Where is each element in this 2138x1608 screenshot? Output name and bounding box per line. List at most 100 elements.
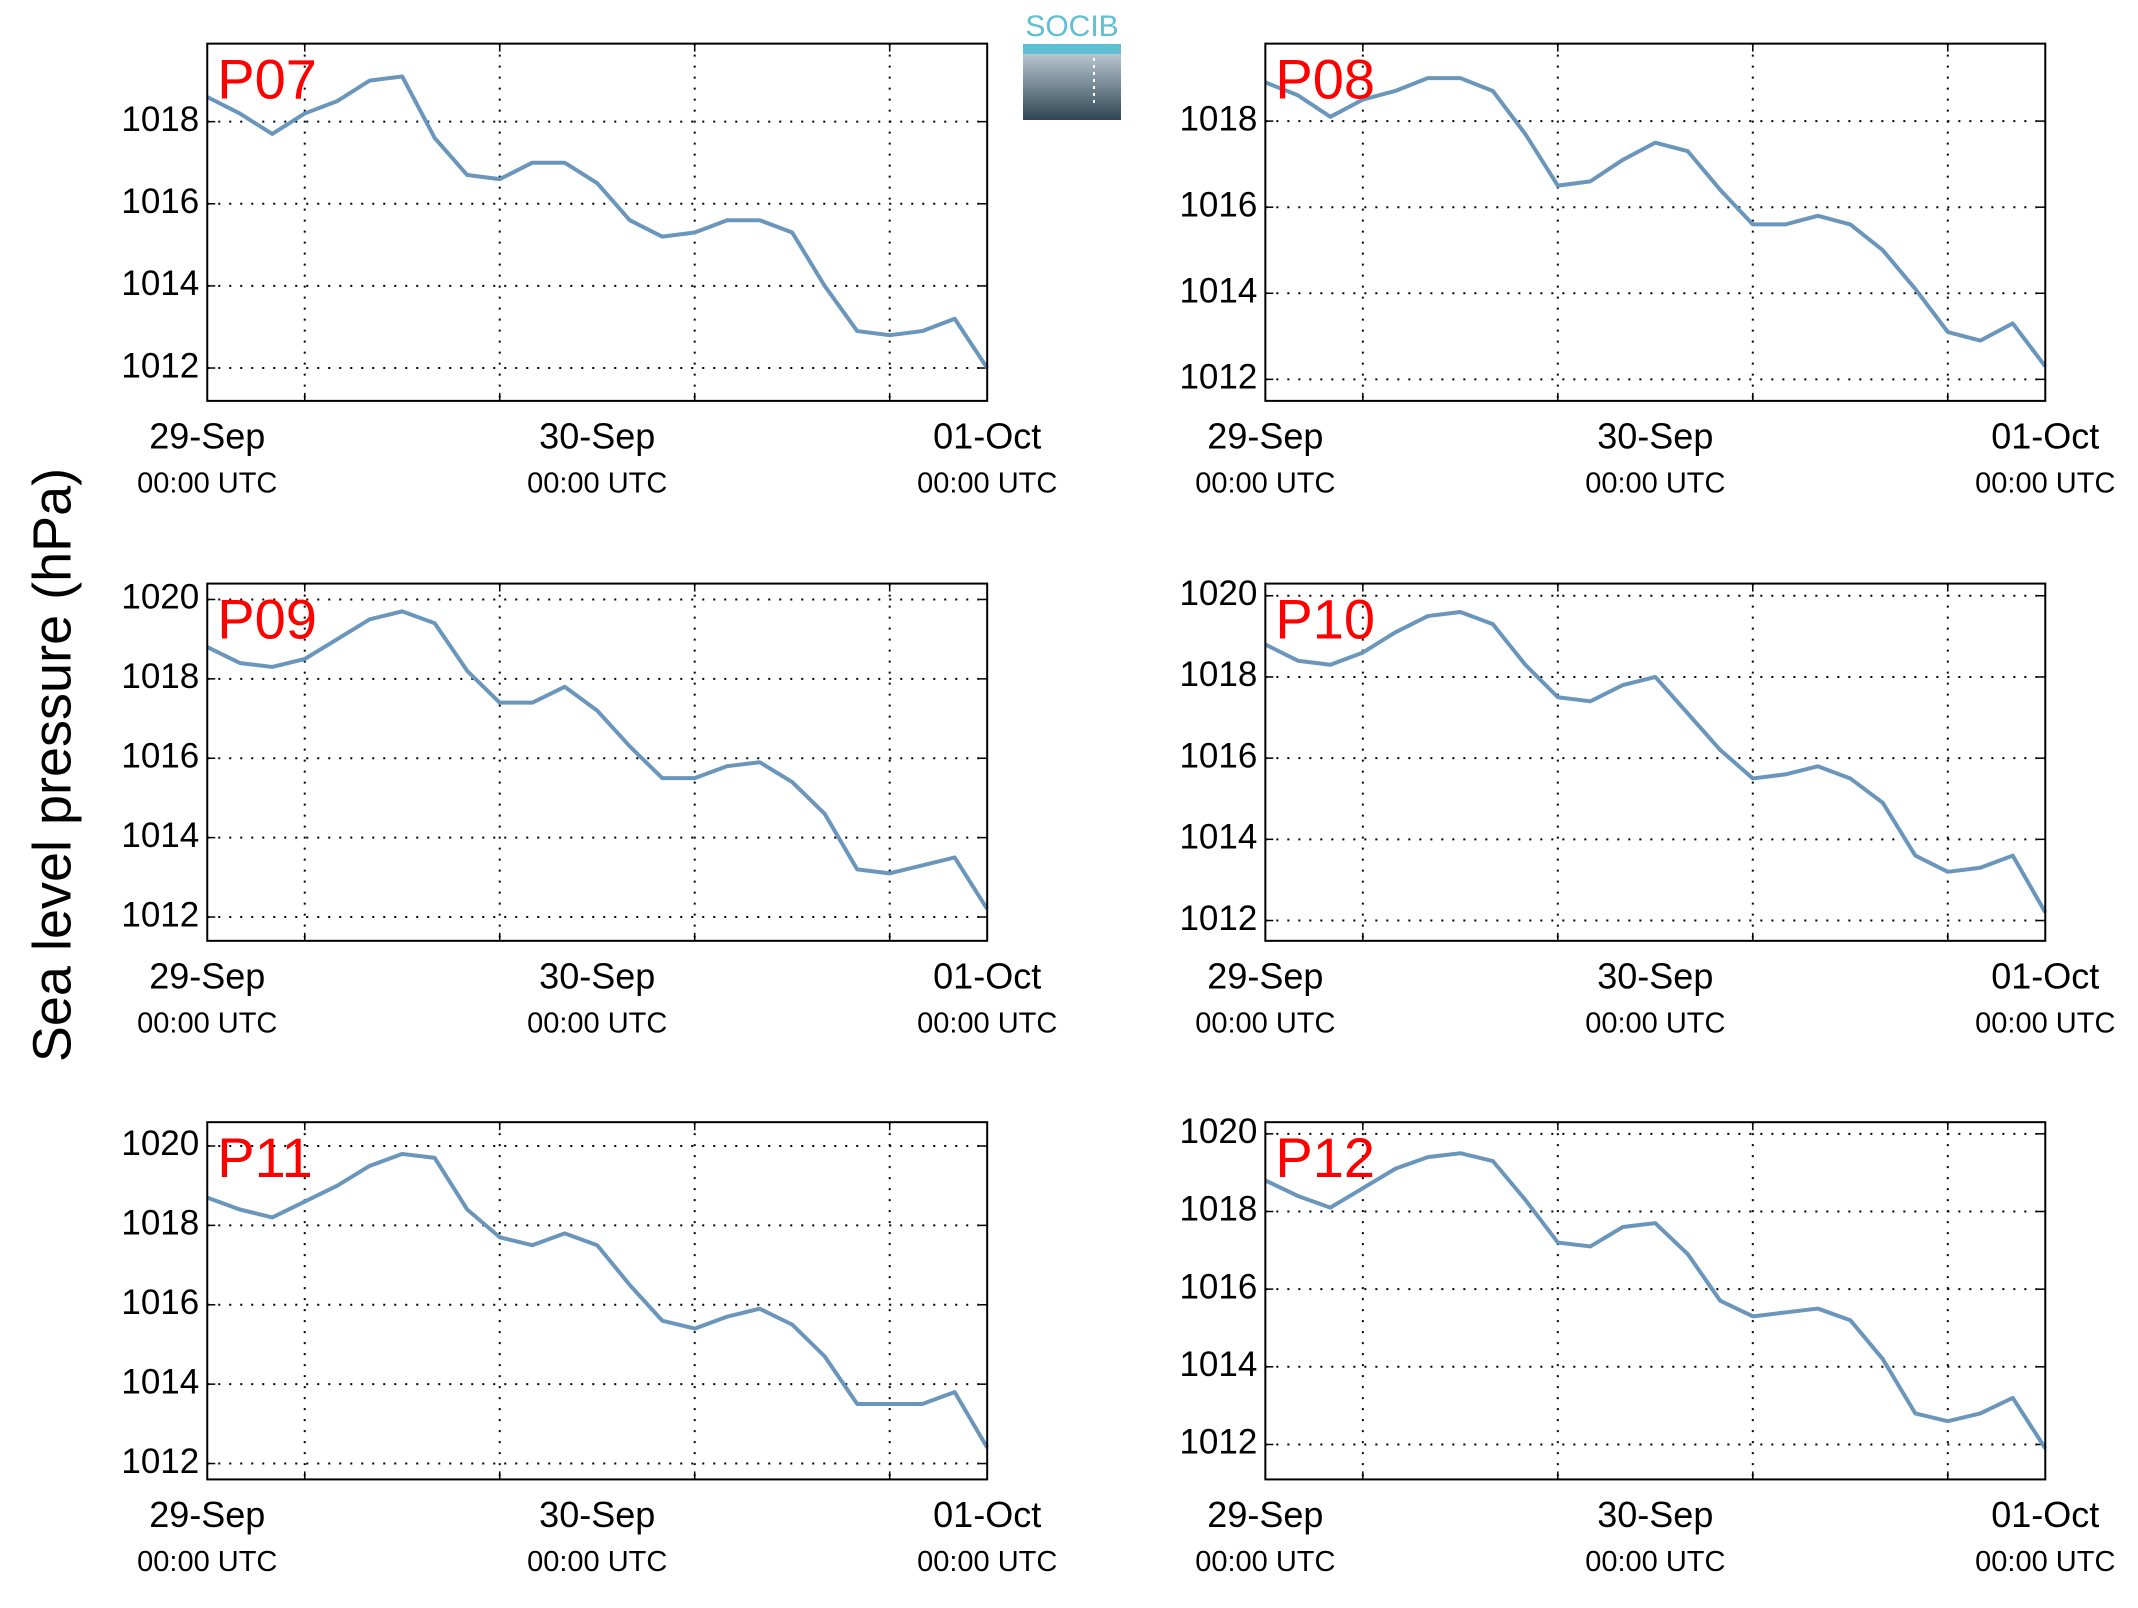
logo-text: SOCIB [1025,10,1118,43]
plot-frame [206,42,989,402]
y-tick-label: 1018 [1179,99,1257,138]
data-line [1264,76,2047,368]
y-tick-label: 1014 [121,816,199,855]
y-tick-label: 1020 [1179,574,1257,613]
x-tick-label: 29-Sep [149,955,265,996]
subplot: 1012 1014 1016 1018 29-Sep 00:00 UTC 30-Sep 00:… [1179,42,2115,500]
y-tick-label: 1012 [121,1442,199,1481]
logo: SOCIB [1023,10,1121,120]
panel-title: P08 [1275,47,1375,110]
x-tick-label: 30-Sep [1597,955,1713,996]
y-tick-label: 1016 [1179,736,1257,775]
data-line [1264,610,2048,914]
y-tick-label: 1020 [1179,1112,1257,1151]
subplot: 1012 1014 1016 1018 29-Sep 00:00 UTC 30-Sep 00:… [121,42,1057,500]
x-tick-label: 01-Oct [933,415,1041,456]
x-tick-sublabel: 00:00 UTC [917,1007,1057,1039]
y-tick-label: 1018 [121,657,199,696]
x-tick-sublabel: 00:00 UTC [1975,1546,2115,1578]
subplot: 1012 1014 1016 1018 1020 29-Sep 00:00 UTC 30-Se… [1179,574,2115,1039]
y-tick-label: 1014 [121,264,199,303]
x-tick-sublabel: 00:00 UTC [1195,1007,1335,1039]
y-tick-label: 1018 [1179,655,1257,694]
plot-area [207,583,988,941]
x-tick-sublabel: 00:00 UTC [137,468,277,500]
panel-title: P07 [217,47,317,110]
plot-area [207,1122,988,1480]
plot-frame [206,1121,989,1481]
logo-band [1023,44,1121,54]
subplot: 1012 1014 1016 1018 1020 29-Sep 00:00 UTC 30-Se… [1179,1112,2115,1578]
x-tick-sublabel: 00:00 UTC [1195,468,1335,500]
x-tick-sublabel: 00:00 UTC [917,468,1057,500]
data-line [206,609,989,911]
data-line [1264,1151,2047,1450]
panel-title: P09 [217,587,317,650]
y-tick-label: 1016 [1179,1267,1257,1306]
y-tick-label: 1018 [121,100,199,139]
plot-frame [1264,42,2047,402]
panel-title: P12 [1275,1126,1375,1189]
x-tick-label: 29-Sep [1207,1494,1323,1535]
y-tick-label: 1012 [121,895,199,934]
x-tick-sublabel: 00:00 UTC [137,1546,277,1578]
x-tick-label: 30-Sep [539,415,655,456]
x-tick-label: 01-Oct [1991,955,2099,996]
x-tick-sublabel: 00:00 UTC [1585,1546,1725,1578]
y-tick-label: 1012 [1179,358,1257,397]
x-tick-label: 30-Sep [1597,1494,1713,1535]
y-tick-label: 1014 [121,1362,199,1401]
subplot: 1012 1014 1016 1018 1020 29-Sep 00:00 UTC 30-Se… [121,1121,1057,1578]
plot-frame [206,582,989,942]
x-tick-label: 29-Sep [1207,415,1323,456]
plot-area [1265,43,2046,401]
y-tick-label: 1016 [121,736,199,775]
y-tick-label: 1012 [1179,1423,1257,1462]
x-tick-label: 01-Oct [1991,1494,2099,1535]
x-tick-sublabel: 00:00 UTC [1195,1546,1335,1578]
x-tick-label: 01-Oct [933,955,1041,996]
y-tick-label: 1012 [1179,899,1257,938]
data-line [206,1151,989,1449]
panel-title: P11 [217,1126,312,1189]
plot-area [207,43,988,401]
x-tick-label: 30-Sep [1597,415,1713,456]
y-tick-label: 1014 [1179,818,1257,857]
x-tick-label: 01-Oct [1991,415,2099,456]
y-tick-label: 1012 [121,346,199,385]
y-axis-label: Sea level pressure (hPa) [22,468,82,1062]
panel-title: P10 [1275,587,1375,650]
x-tick-sublabel: 00:00 UTC [1975,1007,2115,1039]
plot-area [1265,583,2046,941]
plot-frame [1264,1121,2047,1481]
y-tick-label: 1014 [1179,272,1257,311]
y-tick-label: 1018 [1179,1190,1257,1229]
y-tick-label: 1016 [121,182,199,221]
x-tick-label: 30-Sep [539,955,655,996]
data-line [206,74,989,370]
x-tick-label: 29-Sep [149,415,265,456]
x-tick-label: 30-Sep [539,1494,655,1535]
y-tick-label: 1016 [1179,185,1257,224]
x-tick-label: 29-Sep [149,1494,265,1535]
subplot: 1012 1014 1016 1018 1020 29-Sep 00:00 UTC 30-Se… [121,578,1057,1040]
x-tick-sublabel: 00:00 UTC [527,1546,667,1578]
x-tick-sublabel: 00:00 UTC [1585,468,1725,500]
y-tick-label: 1016 [121,1283,199,1322]
y-tick-label: 1020 [121,1124,199,1163]
x-tick-sublabel: 00:00 UTC [137,1007,277,1039]
plot-area [1265,1122,2046,1480]
x-tick-sublabel: 00:00 UTC [527,1007,667,1039]
x-tick-label: 01-Oct [933,1494,1041,1535]
x-tick-sublabel: 00:00 UTC [1585,1007,1725,1039]
y-tick-label: 1020 [121,578,199,617]
logo-block [1023,54,1121,120]
x-tick-sublabel: 00:00 UTC [1975,468,2115,500]
y-tick-label: 1018 [121,1204,199,1243]
x-tick-sublabel: 00:00 UTC [917,1546,1057,1578]
y-tick-label: 1014 [1179,1345,1257,1384]
x-tick-label: 29-Sep [1207,955,1323,996]
x-tick-sublabel: 00:00 UTC [527,468,667,500]
plot-frame [1264,582,2047,942]
